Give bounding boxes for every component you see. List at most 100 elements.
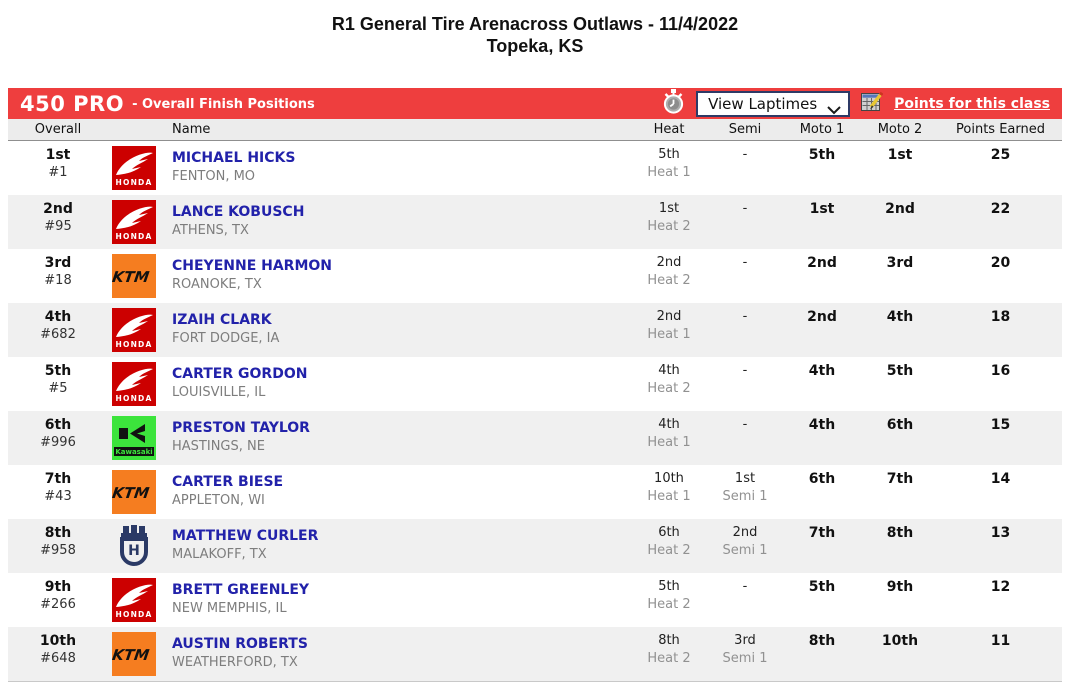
overall-cell: 1st #1 [8, 141, 108, 195]
moto2-result: 9th [886, 579, 914, 595]
semi-cell: 3rd Semi 1 [707, 627, 783, 681]
brand-cell: HONDA KTM Kawasaki [108, 357, 170, 411]
rider-name-link[interactable]: CARTER GORDON [172, 366, 308, 382]
moto1-result: 2nd [807, 309, 837, 325]
brand-cell: HONDA KTM Kawasaki [108, 249, 170, 303]
overall-cell: 3rd #18 [8, 249, 108, 303]
rider-name-link[interactable]: CARTER BIESE [172, 474, 284, 490]
laptimes-select[interactable]: View Laptimes [696, 90, 851, 117]
col-heat: Heat [653, 122, 685, 137]
rider-location: HASTINGS, NE [172, 439, 265, 454]
heat-cell: 4th Heat 1 [631, 411, 707, 465]
semi-result: - [742, 201, 748, 216]
brand-cell: HONDA KTM Kawasaki [108, 465, 170, 519]
semi-result: - [742, 579, 748, 594]
heat-result: 6th [658, 525, 680, 540]
honda-logo-icon: HONDA [112, 146, 156, 190]
heat-result: 4th [658, 363, 680, 378]
heat-cell: 4th Heat 2 [631, 357, 707, 411]
overall-cell: 9th #266 [8, 573, 108, 627]
brand-logo: HONDA KTM Kawasaki [112, 524, 156, 568]
rider-name-link[interactable]: MATTHEW CURLER [172, 528, 319, 544]
moto1-result: 8th [808, 633, 836, 649]
table-body: 1st #1 HONDA KTM Kawasaki [8, 141, 1062, 681]
rider-number: #996 [40, 435, 76, 450]
rider-name-link[interactable]: CHEYENNE HARMON [172, 258, 333, 274]
rider-location: MALAKOFF, TX [172, 547, 267, 562]
overall-cell: 8th #958 [8, 519, 108, 573]
rider-name-link[interactable]: BRETT GREENLEY [172, 582, 310, 598]
points-earned: 25 [990, 147, 1011, 163]
heat-cell: 10th Heat 1 [631, 465, 707, 519]
rider-number: #5 [48, 381, 68, 396]
heat-result: 5th [658, 579, 680, 594]
heat-label: Heat 1 [647, 435, 691, 450]
rider-location: ROANOKE, TX [172, 277, 262, 292]
rider-location: NEW MEMPHIS, IL [172, 601, 287, 616]
brand-logo: HONDA KTM Kawasaki [112, 578, 156, 622]
heat-result: 1st [658, 201, 680, 216]
semi-result: - [742, 147, 748, 162]
table-row: 6th #996 HONDA KTM Kawasa [8, 411, 1062, 465]
moto1-result: 5th [808, 147, 836, 163]
calculator-icon[interactable] [861, 91, 884, 116]
semi-cell: - [707, 303, 783, 357]
rider-name-link[interactable]: AUSTIN ROBERTS [172, 636, 308, 652]
semi-cell: 2nd Semi 1 [707, 519, 783, 573]
laptimes-select-wrap: View Laptimes [696, 90, 851, 117]
overall-cell: 4th #682 [8, 303, 108, 357]
semi-cell: - [707, 249, 783, 303]
brand-cell: HONDA KTM Kawasaki [108, 303, 170, 357]
overall-position: 6th [44, 417, 72, 433]
rider-name-link[interactable]: LANCE KOBUSCH [172, 204, 305, 220]
column-header-row: Overall Name Heat Semi Moto 1 Moto 2 Poi… [8, 119, 1062, 141]
semi-cell: - [707, 411, 783, 465]
heat-result: 2nd [656, 309, 682, 324]
semi-cell: 1st Semi 1 [707, 465, 783, 519]
col-points: Points Earned [956, 122, 1045, 137]
rider-number: #958 [40, 543, 76, 558]
heat-cell: 2nd Heat 1 [631, 303, 707, 357]
points-earned: 20 [990, 255, 1011, 271]
table-row: 9th #266 HONDA KTM Kawasa [8, 573, 1062, 627]
name-cell: LANCE KOBUSCH ATHENS, TX [170, 195, 631, 249]
overall-position: 10th [39, 633, 77, 649]
points-for-class-link[interactable]: Points for this class [894, 95, 1050, 112]
brand-logo: HONDA KTM Kawasaki [112, 200, 156, 244]
heat-cell: 6th Heat 2 [631, 519, 707, 573]
brand-logo: HONDA KTM Kawasaki [112, 470, 156, 514]
rider-name-link[interactable]: MICHAEL HICKS [172, 150, 296, 166]
rider-number: #43 [44, 489, 72, 504]
name-cell: CARTER GORDON LOUISVILLE, IL [170, 357, 631, 411]
col-name: Name [172, 122, 211, 137]
rider-number: #682 [40, 327, 76, 342]
points-earned: 18 [990, 309, 1011, 325]
overall-position: 2nd [43, 201, 73, 217]
heat-result: 8th [658, 633, 680, 648]
moto2-result: 6th [886, 417, 914, 433]
moto2-result: 3rd [886, 255, 914, 271]
moto1-result: 6th [808, 471, 836, 487]
brand-logo: HONDA KTM Kawasaki [112, 632, 156, 676]
rider-number: #1 [48, 165, 68, 180]
points-earned: 12 [990, 579, 1011, 595]
rider-name-link[interactable]: PRESTON TAYLOR [172, 420, 310, 436]
rider-name-link[interactable]: IZAIH CLARK [172, 312, 272, 328]
semi-result: - [742, 309, 748, 324]
heat-result: 2nd [656, 255, 682, 270]
svg-text:Kawasaki: Kawasaki [115, 448, 152, 456]
moto2-result: 1st [887, 147, 913, 163]
svg-text:KTM: KTM [112, 268, 150, 286]
overall-cell: 5th #5 [8, 357, 108, 411]
moto2-result: 10th [881, 633, 919, 649]
heat-label: Heat 2 [647, 651, 691, 666]
name-cell: PRESTON TAYLOR HASTINGS, NE [170, 411, 631, 465]
stopwatch-icon [662, 89, 685, 118]
moto2-result: 4th [886, 309, 914, 325]
kawasaki-logo-icon: Kawasaki [112, 416, 156, 460]
col-moto2: Moto 2 [877, 122, 923, 137]
semi-result: 1st [734, 471, 756, 486]
heat-label: Heat 2 [647, 597, 691, 612]
table-row: 3rd #18 HONDA KTM Kawasak [8, 249, 1062, 303]
moto2-result: 7th [886, 471, 914, 487]
